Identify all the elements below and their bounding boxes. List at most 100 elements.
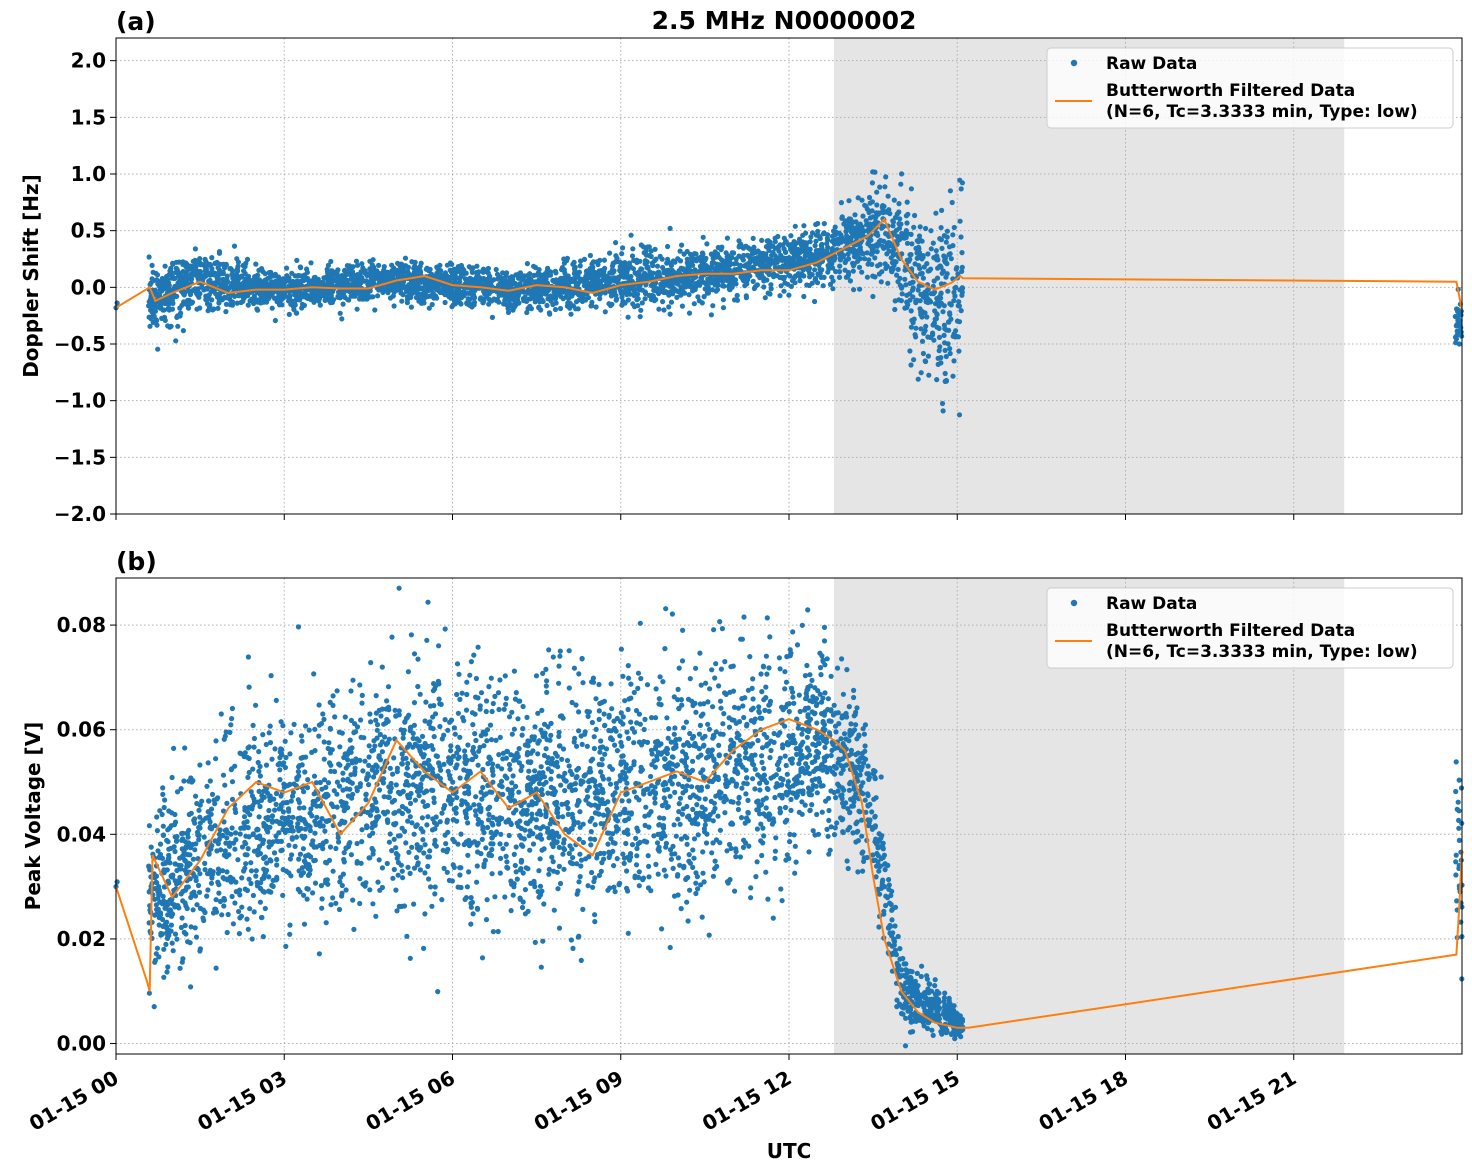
doppler-raw-point [154, 322, 160, 328]
doppler-raw-point [890, 249, 896, 256]
doppler-raw-point [899, 171, 905, 177]
voltage-raw-point [717, 827, 724, 833]
doppler-raw-point [824, 232, 831, 238]
voltage-raw-point [752, 766, 758, 772]
doppler-raw-point [147, 282, 153, 288]
doppler-raw-point [942, 340, 948, 346]
doppler-raw-point [937, 344, 943, 350]
doppler-raw-point [677, 258, 684, 264]
doppler-raw-point [660, 299, 666, 305]
doppler-y-tick-label: 1.5 [71, 105, 106, 129]
voltage-raw-point [411, 831, 417, 837]
voltage-raw-point [855, 869, 861, 875]
doppler-raw-point [524, 273, 530, 279]
voltage-raw-point [229, 716, 235, 722]
doppler-raw-point [613, 240, 619, 246]
voltage-raw-point [468, 895, 474, 901]
doppler-y-tick-label: 1.0 [71, 162, 106, 186]
voltage-raw-point [557, 880, 564, 887]
doppler-raw-point [928, 266, 934, 272]
doppler-raw-point [898, 181, 904, 187]
voltage-raw-point [618, 646, 625, 652]
doppler-raw-point [719, 257, 725, 263]
doppler-raw-point [833, 268, 839, 275]
voltage-raw-point [784, 771, 790, 777]
doppler-raw-point [231, 243, 238, 249]
voltage-raw-point [564, 757, 571, 764]
doppler-raw-point [684, 256, 691, 262]
doppler-raw-point [534, 295, 540, 301]
doppler-raw-point [630, 266, 637, 272]
doppler-raw-point [240, 262, 246, 269]
voltage-raw-point [250, 722, 256, 729]
doppler-raw-point [932, 316, 938, 322]
doppler-raw-point [921, 264, 927, 270]
doppler-raw-point [370, 273, 376, 279]
doppler-raw-point [212, 260, 218, 267]
doppler-raw-point [656, 269, 662, 275]
doppler-raw-point [774, 259, 780, 265]
doppler-raw-point [262, 292, 268, 298]
doppler-raw-point [365, 290, 371, 296]
doppler-raw-point [885, 280, 891, 286]
doppler-raw-point [887, 240, 893, 246]
doppler-raw-point [914, 255, 920, 261]
doppler-raw-point [704, 241, 710, 247]
doppler-raw-point [502, 297, 508, 303]
doppler-raw-point [606, 301, 612, 307]
voltage-raw-point [260, 732, 266, 738]
doppler-raw-point [801, 223, 807, 229]
doppler-raw-point [686, 292, 692, 298]
doppler-raw-point [476, 269, 482, 275]
doppler-raw-point [786, 255, 792, 261]
doppler-raw-point [613, 292, 619, 299]
doppler-raw-point [792, 223, 798, 229]
voltage-raw-point [500, 750, 506, 756]
doppler-raw-point [292, 292, 298, 298]
voltage-raw-point [598, 769, 604, 775]
doppler-raw-point [350, 280, 356, 286]
voltage-raw-point [328, 902, 334, 908]
voltage-raw-point [405, 669, 411, 675]
doppler-raw-point [860, 213, 866, 219]
voltage-raw-point [263, 741, 269, 748]
doppler-raw-point [571, 259, 577, 265]
doppler-y-tick-label: −0.5 [54, 332, 106, 356]
doppler-raw-point [954, 318, 961, 324]
doppler-raw-point [267, 274, 274, 280]
voltage-raw-point [611, 863, 617, 869]
doppler-raw-point [795, 271, 802, 277]
voltage-raw-point [740, 844, 747, 851]
voltage-raw-point [277, 777, 283, 783]
doppler-raw-point [804, 245, 810, 251]
doppler-raw-point [461, 293, 467, 299]
voltage-raw-point [350, 677, 356, 683]
doppler-raw-point [155, 281, 161, 287]
doppler-raw-point [847, 278, 854, 284]
doppler-raw-point [447, 267, 453, 273]
doppler-raw-point [836, 274, 843, 280]
voltage-raw-point [509, 780, 515, 786]
doppler-raw-point [155, 346, 161, 352]
doppler-raw-point [613, 253, 619, 259]
doppler-raw-point [916, 263, 922, 269]
doppler-raw-point [845, 273, 851, 280]
doppler-raw-point [767, 291, 773, 297]
doppler-raw-point [939, 245, 945, 251]
doppler-raw-point [668, 299, 675, 305]
voltage-raw-point [221, 903, 227, 909]
doppler-raw-point [920, 350, 927, 357]
doppler-raw-point [902, 276, 908, 282]
doppler-raw-point [578, 258, 584, 264]
doppler-raw-point [149, 262, 155, 268]
doppler-raw-point [956, 412, 963, 418]
doppler-raw-point [223, 261, 229, 267]
voltage-raw-point [718, 705, 724, 711]
doppler-raw-point [753, 249, 759, 255]
voltage-raw-point [821, 638, 828, 644]
voltage-raw-point [598, 738, 604, 744]
doppler-raw-point [223, 309, 229, 315]
doppler-raw-point [919, 256, 925, 262]
doppler-raw-point [232, 273, 238, 279]
doppler-y-tick-label: 2.0 [71, 49, 106, 73]
